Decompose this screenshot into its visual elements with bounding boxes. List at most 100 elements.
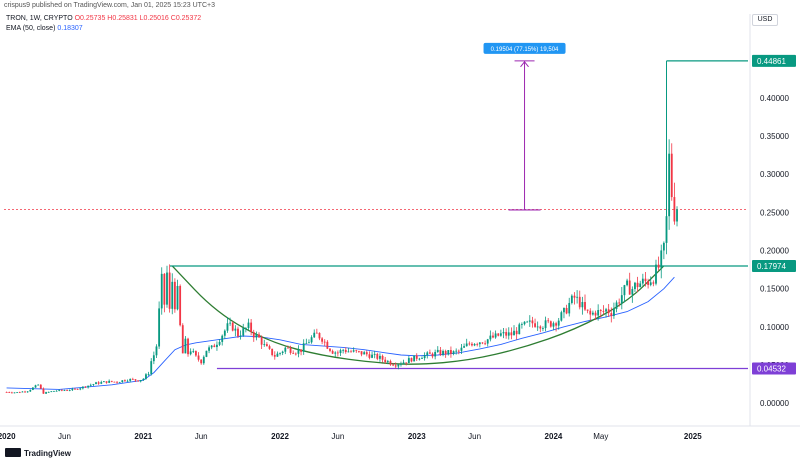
price-tick-label: 0.25000 bbox=[760, 208, 789, 217]
candle-body bbox=[536, 326, 539, 328]
candle bbox=[586, 309, 589, 314]
candle bbox=[360, 351, 363, 357]
candle bbox=[302, 339, 305, 355]
candle bbox=[226, 317, 229, 333]
candle bbox=[271, 348, 274, 357]
resistance-badge bbox=[752, 259, 796, 272]
candle bbox=[47, 391, 50, 393]
time-tick-label: 2021 bbox=[134, 432, 152, 441]
candle bbox=[110, 380, 113, 383]
candle bbox=[371, 351, 373, 359]
candle-body bbox=[673, 197, 676, 222]
candle-body bbox=[171, 281, 174, 309]
candle bbox=[421, 356, 423, 359]
price-chart[interactable]: 0.19504 (77.15%) 19,504 0.000000.050000.… bbox=[0, 0, 800, 446]
time-tick-label: 2024 bbox=[545, 432, 563, 441]
candle-body bbox=[484, 343, 487, 345]
candle bbox=[284, 346, 287, 355]
candle-body bbox=[502, 332, 505, 334]
candle bbox=[415, 353, 418, 361]
candle bbox=[602, 305, 605, 315]
candle bbox=[507, 327, 510, 340]
candle-body bbox=[515, 330, 518, 335]
candle bbox=[615, 300, 618, 313]
candle bbox=[313, 329, 316, 338]
tradingview-logo[interactable]: TradingView bbox=[5, 448, 71, 458]
candle bbox=[578, 290, 581, 310]
candle bbox=[655, 259, 657, 286]
price-tick-label: 0.40000 bbox=[760, 94, 789, 103]
high-value: H0.25831 bbox=[107, 15, 138, 22]
candle-body bbox=[552, 323, 555, 327]
candle bbox=[426, 351, 429, 359]
candle-body bbox=[189, 351, 192, 355]
candle bbox=[121, 380, 124, 383]
candle-body bbox=[331, 350, 334, 354]
candle bbox=[221, 334, 224, 346]
candle bbox=[478, 341, 481, 348]
candle-body bbox=[276, 353, 279, 357]
candle-body bbox=[53, 390, 55, 392]
candle-body bbox=[489, 335, 492, 340]
candle bbox=[631, 286, 634, 303]
candle bbox=[97, 381, 100, 385]
currency-button[interactable]: USD bbox=[752, 14, 778, 26]
candle-body bbox=[465, 343, 468, 347]
candle bbox=[176, 279, 179, 311]
candle bbox=[50, 391, 53, 393]
symbol-label[interactable]: TRON, 1W, CRYPTO bbox=[6, 15, 73, 22]
candle bbox=[100, 380, 103, 385]
candle-body bbox=[613, 308, 615, 316]
candle-body bbox=[271, 348, 274, 356]
candle-body bbox=[344, 349, 347, 353]
candle-body bbox=[226, 323, 229, 331]
candle-body bbox=[647, 281, 650, 285]
candle-body bbox=[284, 347, 287, 352]
candle-body bbox=[147, 373, 150, 375]
candle-body bbox=[528, 320, 531, 322]
candle-body bbox=[560, 312, 563, 321]
candle bbox=[13, 392, 16, 394]
candle bbox=[628, 272, 631, 295]
candle bbox=[463, 343, 465, 348]
candle-body bbox=[145, 374, 147, 379]
candle bbox=[187, 337, 189, 357]
candle-body bbox=[244, 327, 247, 329]
candle bbox=[384, 356, 387, 364]
candle-body bbox=[68, 390, 71, 391]
candle-body bbox=[84, 386, 87, 388]
candle-body bbox=[287, 347, 289, 349]
cup-layer bbox=[171, 265, 665, 365]
ema-label[interactable]: EMA (50, close) bbox=[6, 25, 56, 32]
candle bbox=[623, 284, 626, 303]
candle bbox=[323, 339, 326, 347]
candle-body bbox=[394, 365, 397, 367]
candle-body bbox=[166, 272, 168, 305]
candle bbox=[163, 273, 166, 313]
candle bbox=[279, 352, 281, 356]
candle-body bbox=[221, 335, 224, 342]
candle bbox=[247, 318, 250, 330]
candle bbox=[357, 350, 360, 353]
candle-body bbox=[634, 282, 636, 290]
candle-body bbox=[310, 337, 313, 343]
candle bbox=[565, 304, 568, 315]
peak-badge-label: 0.44861 bbox=[757, 57, 786, 66]
candle-body bbox=[373, 353, 376, 355]
candle-body bbox=[539, 326, 542, 329]
candle bbox=[31, 387, 34, 391]
candle-body bbox=[89, 384, 92, 386]
candle-body bbox=[210, 345, 213, 348]
candle-body bbox=[439, 349, 442, 355]
time-tick-label: 2023 bbox=[408, 432, 426, 441]
candle bbox=[229, 317, 232, 326]
candle bbox=[118, 381, 121, 383]
candle-body bbox=[79, 388, 82, 390]
candle bbox=[192, 348, 195, 354]
candle-body bbox=[486, 339, 489, 344]
candle-body bbox=[29, 389, 32, 392]
candle-body bbox=[442, 350, 444, 355]
candle-body bbox=[573, 295, 576, 298]
candle bbox=[268, 344, 271, 350]
candle bbox=[676, 206, 678, 227]
